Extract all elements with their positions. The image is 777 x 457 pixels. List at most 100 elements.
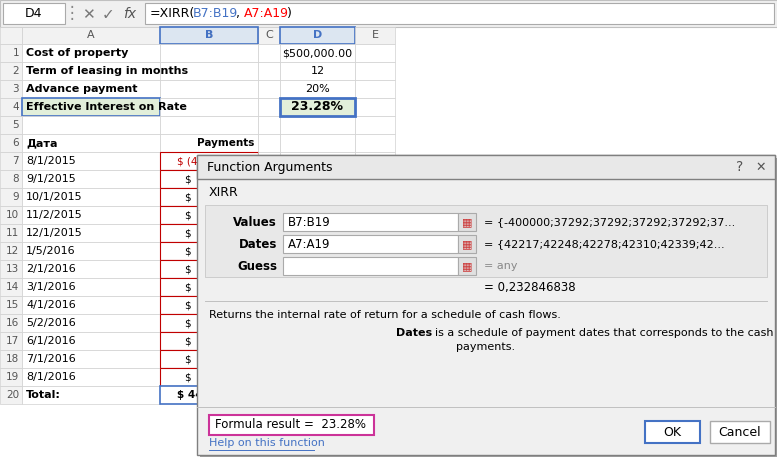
Text: 8: 8 <box>12 174 19 184</box>
Bar <box>258 386 280 404</box>
Bar <box>280 170 355 188</box>
Text: C: C <box>265 31 273 41</box>
Bar <box>0 206 22 224</box>
Bar <box>0 242 22 260</box>
Bar <box>160 27 258 44</box>
Bar <box>160 368 258 386</box>
Text: $500,000.00: $500,000.00 <box>282 48 353 58</box>
Bar <box>0 116 22 134</box>
Bar <box>0 44 22 62</box>
Text: 20%: 20% <box>305 84 330 94</box>
Bar <box>280 368 355 386</box>
Bar <box>22 80 160 98</box>
Bar <box>280 206 355 224</box>
Bar <box>258 368 280 386</box>
Bar <box>22 350 160 368</box>
Bar <box>22 44 160 62</box>
Bar <box>0 260 22 278</box>
Text: 12: 12 <box>311 66 325 76</box>
Bar <box>0 152 22 170</box>
Bar <box>145 3 774 24</box>
Bar <box>258 206 280 224</box>
Text: $   37,292.00: $ 37,292.00 <box>185 246 254 256</box>
Text: ⋮: ⋮ <box>64 5 80 22</box>
Bar <box>258 314 280 332</box>
Bar <box>258 170 280 188</box>
Bar <box>0 314 22 332</box>
Text: 4: 4 <box>12 102 19 112</box>
Bar <box>355 170 395 188</box>
Bar <box>22 314 160 332</box>
Text: Help on this function: Help on this function <box>209 438 325 448</box>
Bar <box>280 134 355 152</box>
Bar <box>160 44 258 62</box>
Text: B7:B19: B7:B19 <box>193 7 239 20</box>
Bar <box>160 260 258 278</box>
Bar <box>160 206 258 224</box>
Bar <box>458 257 476 275</box>
Bar <box>258 278 280 296</box>
Text: 7/1/2016: 7/1/2016 <box>26 354 75 364</box>
Bar <box>355 62 395 80</box>
Bar <box>160 386 258 404</box>
Text: Cancel: Cancel <box>719 425 761 439</box>
Bar <box>280 296 355 314</box>
Text: ▦: ▦ <box>462 217 472 227</box>
Bar <box>160 188 258 206</box>
Text: $   37,292.00: $ 37,292.00 <box>185 228 254 238</box>
Text: $   37,292.00: $ 37,292.00 <box>185 336 254 346</box>
Text: E: E <box>371 31 378 41</box>
Bar <box>280 242 355 260</box>
Bar <box>22 188 160 206</box>
Text: 12: 12 <box>5 246 19 256</box>
Bar <box>22 332 160 350</box>
Bar <box>22 152 160 170</box>
Text: $   37,292.00: $ 37,292.00 <box>185 174 254 184</box>
Bar <box>355 386 395 404</box>
Bar <box>280 80 355 98</box>
Text: payments.: payments. <box>456 342 516 352</box>
Text: =XIRR(: =XIRR( <box>150 7 195 20</box>
Bar <box>280 350 355 368</box>
Text: Guess: Guess <box>237 260 277 272</box>
Text: 20: 20 <box>6 390 19 400</box>
Text: Effective Interest on Rate: Effective Interest on Rate <box>26 102 187 112</box>
Text: ▦: ▦ <box>462 261 472 271</box>
Bar <box>355 350 395 368</box>
Bar <box>355 188 395 206</box>
Bar <box>355 224 395 242</box>
Bar <box>3 3 65 24</box>
Text: 18: 18 <box>5 354 19 364</box>
Text: = {-400000;37292;37292;37292;37292;37...: = {-400000;37292;37292;37292;37292;37... <box>484 217 735 227</box>
Bar <box>355 98 395 116</box>
Bar <box>160 296 258 314</box>
Text: Payments: Payments <box>197 138 254 148</box>
Bar <box>0 170 22 188</box>
Bar <box>258 116 280 134</box>
Bar <box>160 278 258 296</box>
Bar <box>22 116 160 134</box>
Text: ✕: ✕ <box>82 7 94 22</box>
Text: A7:A19: A7:A19 <box>244 7 288 20</box>
Text: Advance payment: Advance payment <box>26 84 138 94</box>
Text: B7:B19: B7:B19 <box>288 216 331 228</box>
Text: 11/2/2015: 11/2/2015 <box>26 210 82 220</box>
Bar <box>160 27 258 44</box>
Bar <box>280 278 355 296</box>
Text: 5: 5 <box>12 120 19 130</box>
Text: 13: 13 <box>5 264 19 274</box>
Bar <box>355 116 395 134</box>
Bar <box>22 278 160 296</box>
Bar <box>258 62 280 80</box>
Bar <box>22 260 160 278</box>
Bar <box>258 98 280 116</box>
Text: ,: , <box>236 7 240 20</box>
Text: = 0,232846838: = 0,232846838 <box>484 281 576 293</box>
Bar <box>0 332 22 350</box>
Bar <box>258 188 280 206</box>
Bar <box>22 386 160 404</box>
Bar <box>0 386 22 404</box>
Bar <box>22 27 160 44</box>
Text: Dates: Dates <box>396 328 432 338</box>
Text: Cost of property: Cost of property <box>26 48 128 58</box>
